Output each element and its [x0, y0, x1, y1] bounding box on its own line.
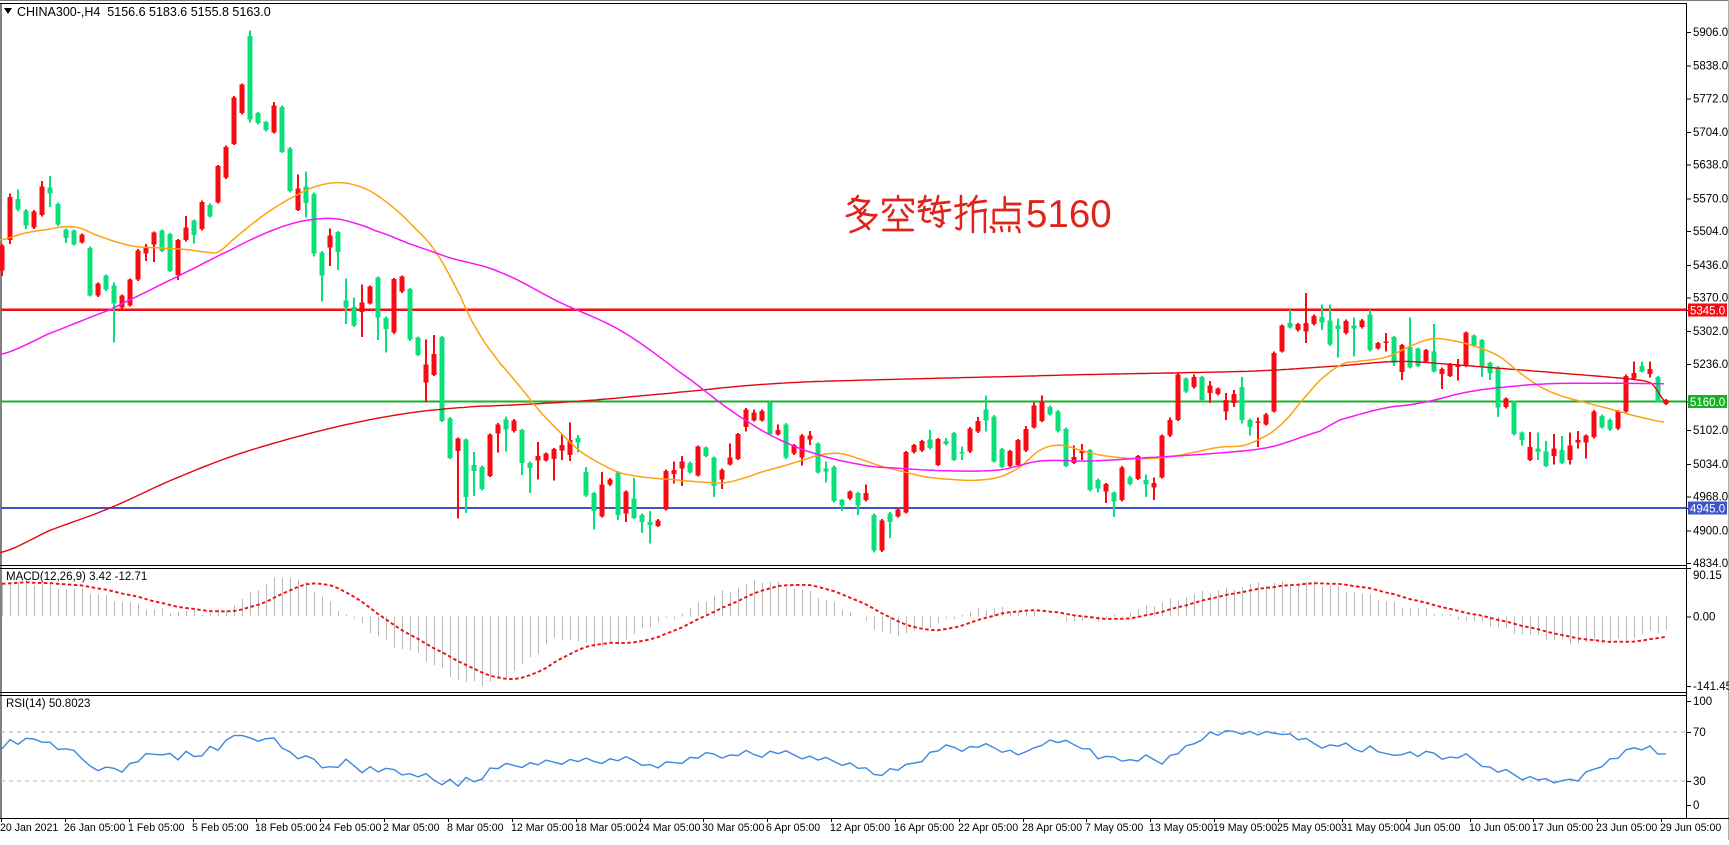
- svg-text:5436.0: 5436.0: [1693, 260, 1728, 272]
- svg-text:5906.0: 5906.0: [1693, 27, 1728, 39]
- svg-text:70: 70: [1693, 727, 1706, 739]
- svg-text:-141.45: -141.45: [1693, 681, 1729, 693]
- svg-text:13 May 05:00: 13 May 05:00: [1149, 822, 1213, 834]
- svg-text:1 Feb 05:00: 1 Feb 05:00: [128, 822, 185, 834]
- svg-text:0: 0: [1693, 800, 1699, 812]
- svg-text:5160.0: 5160.0: [1690, 397, 1725, 409]
- svg-text:5034.0: 5034.0: [1693, 459, 1728, 471]
- svg-text:4945.0: 4945.0: [1690, 504, 1725, 516]
- svg-text:CHINA300-,H4 5156.6 5183.6 51: CHINA300-,H4 5156.6 5183.6 5155.8 5163.0: [17, 5, 271, 19]
- svg-text:24 Mar 05:00: 24 Mar 05:00: [638, 822, 701, 834]
- svg-text:10 Jun 05:00: 10 Jun 05:00: [1469, 822, 1530, 834]
- svg-text:18 Feb 05:00: 18 Feb 05:00: [255, 822, 318, 834]
- svg-text:16 Apr 05:00: 16 Apr 05:00: [894, 822, 954, 834]
- svg-text:23 Jun 05:00: 23 Jun 05:00: [1596, 822, 1657, 834]
- svg-text:29 Jun 05:00: 29 Jun 05:00: [1660, 822, 1721, 834]
- svg-text:25 May 05:00: 25 May 05:00: [1277, 822, 1341, 834]
- svg-text:5 Feb 05:00: 5 Feb 05:00: [192, 822, 249, 834]
- svg-text:30: 30: [1693, 776, 1706, 788]
- svg-text:7 May 05:00: 7 May 05:00: [1085, 822, 1143, 834]
- svg-text:31 May 05:00: 31 May 05:00: [1341, 822, 1405, 834]
- svg-text:5236.0: 5236.0: [1693, 359, 1728, 371]
- svg-text:24 Feb 05:00: 24 Feb 05:00: [319, 822, 382, 834]
- svg-text:5102.0: 5102.0: [1693, 425, 1728, 437]
- svg-text:2 Mar 05:00: 2 Mar 05:00: [383, 822, 440, 834]
- svg-text:RSI(14) 50.8023: RSI(14) 50.8023: [6, 698, 90, 710]
- svg-text:MACD(12,26,9) 3.42 -12.71: MACD(12,26,9) 3.42 -12.71: [6, 571, 147, 583]
- svg-text:30 Mar 05:00: 30 Mar 05:00: [702, 822, 765, 834]
- svg-text:17 Jun 05:00: 17 Jun 05:00: [1532, 822, 1593, 834]
- svg-text:5504.0: 5504.0: [1693, 226, 1728, 238]
- svg-text:5345.0: 5345.0: [1690, 305, 1725, 317]
- svg-text:5772.0: 5772.0: [1693, 93, 1728, 105]
- svg-text:5570.0: 5570.0: [1693, 193, 1728, 205]
- svg-text:5370.0: 5370.0: [1693, 293, 1728, 305]
- svg-text:4834.0: 4834.0: [1693, 558, 1728, 570]
- svg-text:26 Jan 05:00: 26 Jan 05:00: [64, 822, 125, 834]
- svg-text:5302.0: 5302.0: [1693, 326, 1728, 338]
- svg-text:90.15: 90.15: [1693, 570, 1722, 582]
- svg-text:28 Apr 05:00: 28 Apr 05:00: [1022, 822, 1082, 834]
- svg-text:0.00: 0.00: [1693, 611, 1715, 623]
- svg-text:5160: 5160: [1026, 193, 1112, 236]
- svg-text:18 Mar 05:00: 18 Mar 05:00: [575, 822, 638, 834]
- svg-text:19 May 05:00: 19 May 05:00: [1213, 822, 1277, 834]
- svg-text:12 Apr 05:00: 12 Apr 05:00: [830, 822, 890, 834]
- svg-text:5704.0: 5704.0: [1693, 127, 1728, 139]
- svg-text:5838.0: 5838.0: [1693, 61, 1728, 73]
- svg-text:5638.0: 5638.0: [1693, 160, 1728, 172]
- svg-text:20 Jan 2021: 20 Jan 2021: [0, 822, 58, 834]
- svg-text:4 Jun 05:00: 4 Jun 05:00: [1405, 822, 1460, 834]
- svg-text:22 Apr 05:00: 22 Apr 05:00: [958, 822, 1018, 834]
- svg-text:6 Apr 05:00: 6 Apr 05:00: [766, 822, 820, 834]
- svg-text:8 Mar 05:00: 8 Mar 05:00: [447, 822, 504, 834]
- svg-text:4900.0: 4900.0: [1693, 525, 1728, 537]
- svg-text:12 Mar 05:00: 12 Mar 05:00: [511, 822, 574, 834]
- svg-text:100: 100: [1693, 696, 1712, 708]
